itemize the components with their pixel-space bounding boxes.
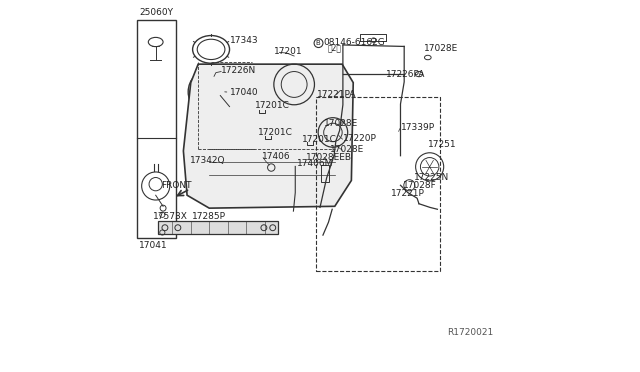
Bar [137, 20, 176, 238]
Text: 17225N: 17225N [414, 173, 449, 182]
Text: 17342Q: 17342Q [190, 156, 225, 166]
Text: 17201: 17201 [274, 47, 303, 56]
Text: 25060Y: 25060Y [139, 8, 173, 17]
Polygon shape [184, 64, 353, 208]
Text: 17406M: 17406M [297, 159, 333, 169]
Text: B: B [316, 40, 320, 46]
Text: 17226N: 17226N [221, 66, 256, 75]
Text: 08146-6162G: 08146-6162G [324, 38, 385, 47]
Text: 17201C: 17201C [301, 135, 337, 144]
Text: 17221P: 17221P [391, 189, 425, 198]
Text: （2）: （2） [328, 44, 342, 53]
Text: 17221PA: 17221PA [317, 90, 356, 99]
Text: 17220P: 17220P [343, 134, 377, 143]
Text: 17028E: 17028E [330, 145, 364, 154]
Text: 17406: 17406 [262, 152, 291, 161]
Text: 17028EEB: 17028EEB [306, 153, 352, 162]
Text: FRONT: FRONT [161, 181, 192, 190]
Text: 17251: 17251 [428, 140, 457, 149]
Text: 17028E: 17028E [324, 119, 358, 128]
Text: 17285P: 17285P [191, 212, 225, 221]
Text: 17573X: 17573X [153, 212, 188, 221]
Text: 17201C: 17201C [255, 101, 291, 110]
Polygon shape [158, 221, 278, 234]
Text: 17226PA: 17226PA [386, 70, 425, 78]
Text: 17339P: 17339P [401, 123, 435, 132]
Text: 17201C: 17201C [259, 128, 293, 137]
Text: R1720021: R1720021 [447, 328, 493, 337]
Text: 17041: 17041 [139, 241, 168, 250]
Bar [316, 97, 440, 271]
Bar [321, 165, 329, 182]
Text: 17028F: 17028F [403, 182, 437, 190]
Bar [200, 83, 222, 101]
Text: 17040: 17040 [230, 89, 258, 97]
Text: 17028E: 17028E [424, 44, 458, 53]
Text: 17343: 17343 [230, 36, 258, 45]
